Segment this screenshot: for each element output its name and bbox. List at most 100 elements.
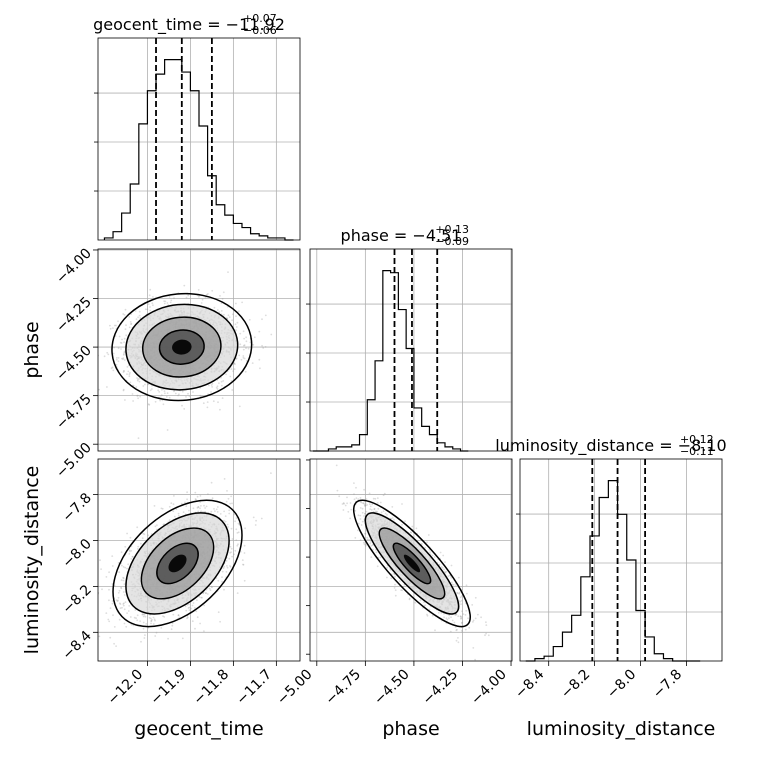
sample-point <box>121 564 123 567</box>
sample-point <box>184 501 186 504</box>
sample-point <box>213 306 216 309</box>
sample-point <box>226 523 229 526</box>
sample-point <box>431 614 434 617</box>
sample-point <box>223 313 225 316</box>
sample-point <box>139 395 142 398</box>
density-panel-geocent_time-phase <box>98 249 300 451</box>
sample-point <box>187 294 190 297</box>
sample-point <box>126 373 128 375</box>
sample-point <box>216 388 219 390</box>
sample-point <box>177 614 180 617</box>
sample-point <box>149 309 152 312</box>
sample-point <box>203 504 205 507</box>
sample-point <box>450 564 453 567</box>
sample-point <box>123 583 126 586</box>
sample-point <box>113 346 115 349</box>
sample-point <box>254 524 257 526</box>
sample-point <box>128 373 131 376</box>
sample-point <box>243 337 246 340</box>
sample-point <box>210 585 213 588</box>
sample-point <box>245 360 248 362</box>
sample-point <box>197 510 200 513</box>
sample-point <box>401 523 403 526</box>
density-contour-4 <box>172 339 192 355</box>
sample-point <box>168 505 171 508</box>
sample-point <box>394 575 396 578</box>
sample-point <box>342 509 345 511</box>
sample-point <box>129 372 131 374</box>
hist-panel-luminosity_distance <box>516 459 722 662</box>
sample-point <box>236 544 239 547</box>
sample-point <box>251 362 254 364</box>
sample-point <box>160 627 163 629</box>
sample-point <box>142 627 145 630</box>
sample-point <box>123 341 125 344</box>
sample-point <box>460 617 463 620</box>
sample-point <box>235 358 238 360</box>
sample-point <box>185 396 187 398</box>
sample-point <box>227 526 230 528</box>
sample-point <box>108 588 110 591</box>
hist-title-minus-phase: −0.09 <box>435 235 469 248</box>
sample-point <box>243 579 246 582</box>
sample-point <box>225 373 228 376</box>
sample-point <box>118 602 121 605</box>
sample-point <box>457 641 460 644</box>
sample-point <box>171 622 174 625</box>
sample-point <box>136 619 139 622</box>
sample-point <box>229 566 232 568</box>
sample-point <box>232 313 234 316</box>
sample-point <box>122 388 125 391</box>
sample-point <box>239 332 242 335</box>
sample-point <box>192 391 194 393</box>
sample-point <box>181 637 184 640</box>
sample-point <box>236 321 239 324</box>
sample-point <box>460 599 463 602</box>
sample-point <box>132 384 135 387</box>
sample-point <box>126 567 128 570</box>
sample-point <box>209 589 212 592</box>
sample-point <box>231 538 234 540</box>
sample-point <box>336 489 339 492</box>
sample-point <box>113 642 115 645</box>
sample-point <box>375 551 378 554</box>
density-panel-phase-luminosity_distance <box>310 459 512 661</box>
sample-point <box>142 613 145 616</box>
sample-point <box>170 299 173 302</box>
sample-point <box>138 310 141 313</box>
sample-point <box>124 328 127 331</box>
sample-point <box>215 508 218 511</box>
hist-frame-geocent_time <box>97 37 301 241</box>
sample-point <box>156 524 158 526</box>
sample-point <box>152 304 154 307</box>
sample-point <box>363 541 365 544</box>
hist-step-luminosity_distance <box>525 480 701 662</box>
sample-point <box>460 595 463 597</box>
sample-point <box>199 507 201 510</box>
sample-point <box>386 566 388 569</box>
sample-point <box>107 353 110 356</box>
sample-point <box>228 557 231 560</box>
sample-point <box>168 519 171 521</box>
sample-point <box>210 481 213 484</box>
sample-point <box>201 596 203 599</box>
sample-point <box>222 291 225 294</box>
sample-point <box>186 617 188 620</box>
sample-point <box>170 628 173 631</box>
sample-point <box>231 389 234 391</box>
sample-point <box>136 394 139 397</box>
hist-title-plus-geocent_time: +0.07 <box>243 12 277 25</box>
sample-point <box>122 389 125 392</box>
sample-point <box>166 392 169 395</box>
sample-point <box>196 506 199 509</box>
sample-point <box>165 396 168 398</box>
sample-point <box>129 616 132 618</box>
sample-point <box>212 400 215 403</box>
sample-point <box>225 571 228 573</box>
sample-point <box>150 622 152 625</box>
sample-point <box>196 616 199 619</box>
sample-point <box>231 555 234 558</box>
sample-point <box>207 293 209 295</box>
sample-point <box>127 370 130 373</box>
sample-point <box>139 317 142 319</box>
